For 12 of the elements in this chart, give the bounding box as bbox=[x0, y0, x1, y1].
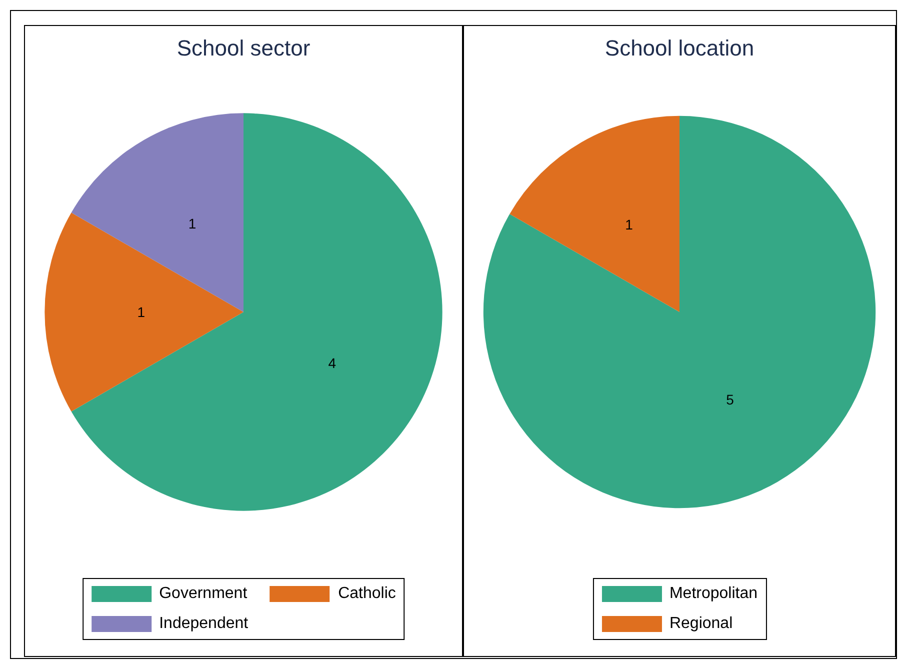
legend-label: Catholic bbox=[338, 585, 396, 603]
legend-label: Government bbox=[159, 585, 248, 603]
legend-label: Metropolitan bbox=[669, 585, 758, 603]
chart-title: School sector bbox=[176, 36, 310, 60]
legend-label: Regional bbox=[669, 615, 733, 633]
legend-label: Independent bbox=[159, 615, 248, 633]
data-label: 5 bbox=[726, 392, 734, 408]
data-label: 1 bbox=[625, 216, 634, 233]
data-label: 4 bbox=[328, 355, 336, 372]
chart-title: School location bbox=[604, 36, 754, 60]
data-label: 1 bbox=[137, 304, 146, 320]
data-label: 1 bbox=[188, 215, 196, 232]
